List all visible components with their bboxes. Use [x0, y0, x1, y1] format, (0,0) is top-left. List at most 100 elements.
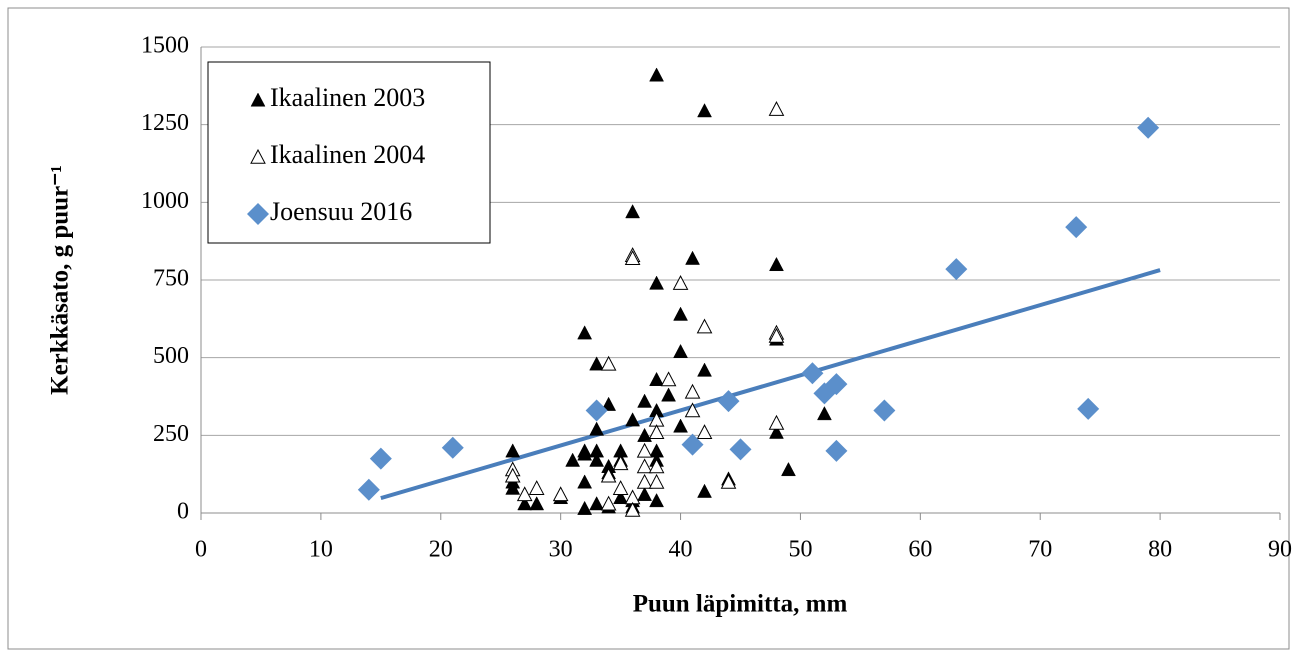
triangle-point	[505, 443, 521, 458]
y-tick-label: 1500	[141, 33, 189, 59]
legend-label: Joensuu 2016	[270, 197, 412, 226]
y-axis-label: Kerkkäsato, g puur⁻¹	[47, 165, 74, 395]
triangle-point	[612, 480, 629, 495]
triangle-point	[697, 362, 712, 377]
legend-label: Ikaalinen 2004	[270, 140, 425, 169]
triangle-point	[577, 325, 593, 340]
triangle-point	[552, 486, 569, 502]
x-tick-label: 20	[429, 537, 453, 563]
triangle-point	[577, 474, 593, 489]
triangle-point	[661, 387, 676, 402]
triangle-point	[528, 480, 545, 495]
x-tick-label: 40	[669, 537, 693, 563]
diamond-point	[1065, 216, 1088, 239]
triangle-point	[625, 412, 641, 427]
y-tick-label: 0	[177, 499, 189, 525]
diamond-point	[585, 399, 608, 422]
y-tick-label: 1250	[141, 110, 189, 136]
x-tick-label: 90	[1268, 537, 1292, 563]
triangle-point	[781, 461, 796, 477]
triangle-point	[817, 406, 832, 421]
triangle-point	[529, 496, 545, 511]
diamond-point	[1077, 397, 1100, 420]
triangle-point	[505, 480, 521, 495]
triangle-point	[636, 442, 653, 458]
x-tick-label: 50	[788, 537, 812, 563]
triangle-point	[624, 501, 641, 517]
triangle-point	[565, 452, 581, 467]
triangle-point	[624, 250, 641, 266]
y-tick-label: 250	[153, 421, 189, 447]
triangle-point	[600, 467, 617, 483]
triangle-point	[577, 500, 593, 515]
triangle-point	[250, 92, 266, 107]
triangle-point	[600, 495, 617, 511]
triangle-point	[600, 355, 617, 371]
x-tick-label: 30	[549, 537, 573, 563]
triangle-point	[768, 327, 785, 343]
diamond-point	[681, 433, 704, 456]
diamond-point	[945, 258, 968, 281]
y-tick-label: 1000	[141, 188, 189, 214]
triangle-point	[637, 427, 653, 442]
triangle-point	[769, 256, 784, 272]
diamond-point	[729, 438, 752, 461]
triangle-point	[649, 493, 664, 508]
diamond-point	[825, 439, 848, 462]
x-tick-label: 80	[1148, 537, 1172, 563]
triangle-point	[720, 473, 737, 489]
triangle-point	[577, 446, 593, 461]
triangle-point	[672, 275, 689, 290]
triangle-point	[636, 458, 653, 474]
triangle-point	[649, 67, 664, 82]
triangle-point	[696, 318, 713, 334]
triangle-point	[684, 402, 701, 418]
triangle-point	[648, 424, 665, 440]
legend-label: Ikaalinen 2003	[270, 83, 425, 112]
triangle-point	[685, 250, 700, 265]
triangle-point	[697, 103, 712, 118]
x-tick-label: 60	[908, 537, 932, 563]
triangle-point	[696, 424, 713, 440]
diamond-point	[801, 362, 824, 385]
triangle-point	[769, 424, 784, 439]
triangle-point	[637, 486, 653, 501]
x-tick-label: 0	[195, 537, 207, 563]
trend-line	[380, 268, 1161, 501]
x-axis-label: Puun läpimitta, mm	[633, 591, 848, 618]
triangle-point	[673, 306, 688, 321]
triangle-point	[684, 383, 701, 399]
diamond-point	[247, 203, 269, 225]
diamond-point	[369, 447, 392, 470]
diamond-point	[717, 390, 740, 413]
triangle-point	[504, 467, 521, 483]
triangle-point	[589, 421, 605, 436]
y-tick-label: 500	[153, 343, 189, 369]
triangle-point	[697, 483, 712, 498]
triangle-point	[636, 473, 653, 489]
triangle-point	[589, 452, 605, 467]
triangle-point	[673, 343, 688, 359]
triangle-point	[589, 356, 605, 371]
triangle-point	[601, 396, 617, 411]
triangle-point	[613, 489, 629, 505]
triangle-point	[516, 486, 533, 502]
triangle-point	[649, 275, 664, 290]
x-tick-label: 70	[1028, 537, 1052, 563]
triangle-point	[625, 204, 641, 219]
y-tick-label: 750	[153, 266, 189, 292]
triangle-point	[768, 414, 785, 430]
triangle-point	[648, 458, 665, 474]
diamond-point	[825, 373, 848, 396]
triangle-point	[649, 371, 664, 386]
diamond-point	[357, 478, 380, 501]
diamond-point	[1137, 116, 1160, 139]
triangle-point	[612, 455, 629, 471]
triangle-point	[768, 101, 785, 116]
triangle-point	[250, 148, 266, 164]
triangle-point	[637, 393, 653, 408]
triangle-point	[648, 473, 665, 489]
diamond-point	[441, 436, 464, 459]
triangle-point	[589, 496, 605, 511]
